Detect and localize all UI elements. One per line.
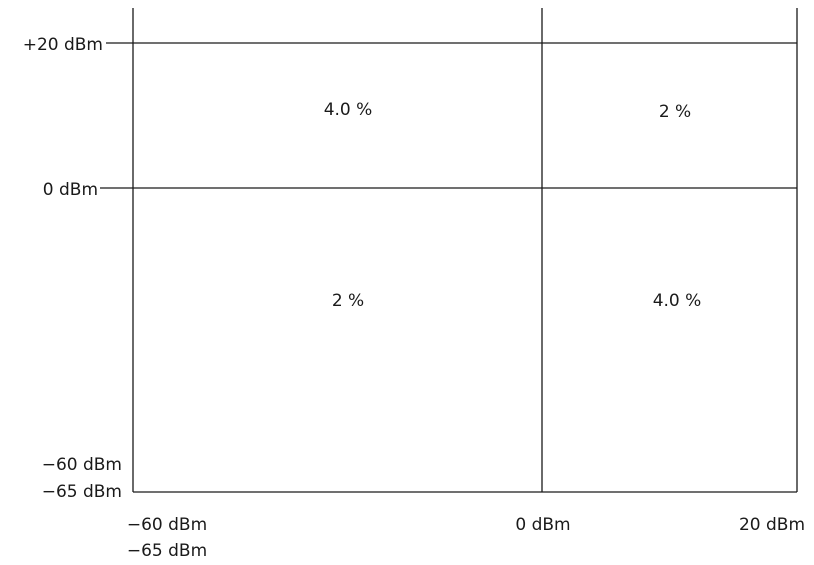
region-bottom-right-value: 4.0 % [653,291,702,311]
region-top-left-value: 4.0 % [324,100,373,120]
x-min-label-minus60: −60 dBm [127,515,207,535]
y-tick-label-plus20: +20 dBm [23,35,103,55]
x-min-label-minus65: −65 dBm [127,541,207,561]
x-tick-label-20: 20 dBm [739,515,805,535]
y-min-label-minus60: −60 dBm [42,455,122,475]
region-bottom-left-value: 2 % [332,291,364,311]
y-tick-label-0: 0 dBm [43,180,98,200]
region-top-right-value: 2 % [659,102,691,122]
x-tick-label-0: 0 dBm [515,515,570,535]
y-min-label-minus65: −65 dBm [42,482,122,502]
